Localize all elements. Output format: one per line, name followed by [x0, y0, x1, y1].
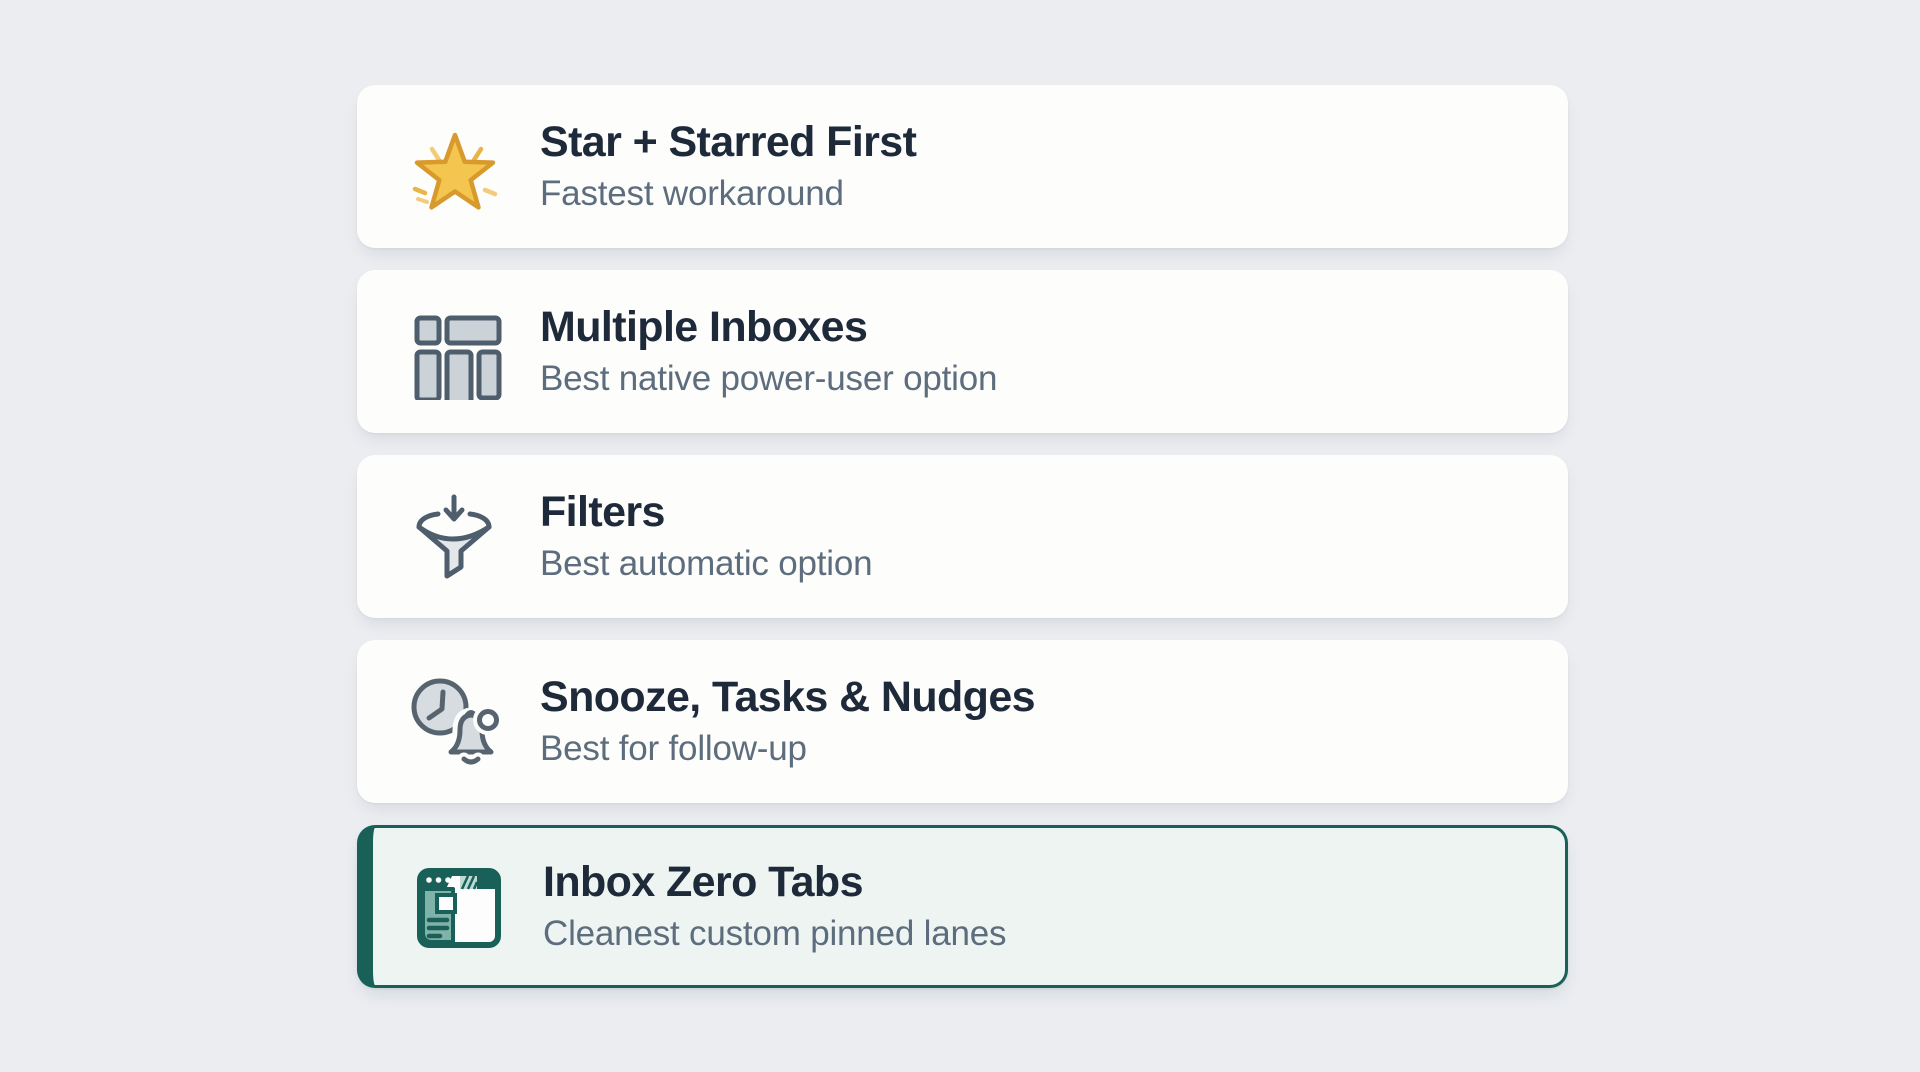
option-texts: Filters Best automatic option	[540, 488, 873, 584]
option-icon-box	[410, 859, 506, 955]
option-title: Star + Starred First	[540, 118, 917, 167]
option-card-multiple-inboxes[interactable]: Multiple Inboxes Best native power-user …	[357, 270, 1568, 433]
option-texts: Star + Starred First Fastest workaround	[540, 118, 917, 214]
option-subtitle: Best for follow-up	[540, 729, 807, 769]
option-subtitle: Fastest workaround	[540, 174, 844, 214]
option-icon-box	[407, 304, 503, 400]
option-texts: Snooze, Tasks & Nudges Best for follow-u…	[540, 673, 1036, 769]
option-title: Snooze, Tasks & Nudges	[540, 673, 1036, 722]
option-icon-box	[407, 119, 503, 215]
option-card-star-starred-first[interactable]: Star + Starred First Fastest workaround	[357, 85, 1568, 248]
option-subtitle: Best native power-user option	[540, 359, 998, 399]
option-card-inbox-zero-tabs[interactable]: Inbox Zero Tabs Cleanest custom pinned l…	[357, 825, 1568, 988]
option-title: Inbox Zero Tabs	[543, 858, 864, 907]
option-card-snooze-tasks-nudges[interactable]: Snooze, Tasks & Nudges Best for follow-u…	[357, 640, 1568, 803]
options-list: Star + Starred First Fastest workaround …	[357, 85, 1568, 1010]
option-texts: Multiple Inboxes Best native power-user …	[540, 303, 998, 399]
option-title: Filters	[540, 488, 665, 537]
option-icon-box	[407, 674, 503, 770]
option-title: Multiple Inboxes	[540, 303, 868, 352]
snooze-clock-bell-icon	[411, 678, 503, 768]
option-card-filters[interactable]: Filters Best automatic option	[357, 455, 1568, 618]
option-texts: Inbox Zero Tabs Cleanest custom pinned l…	[543, 858, 1007, 954]
option-icon-box	[407, 489, 503, 585]
filter-funnel-icon	[416, 494, 492, 578]
multiple-inboxes-icon	[414, 315, 502, 400]
browser-tabs-icon	[417, 867, 501, 948]
option-subtitle: Cleanest custom pinned lanes	[543, 914, 1007, 954]
star-icon	[412, 132, 498, 210]
option-subtitle: Best automatic option	[540, 544, 873, 584]
